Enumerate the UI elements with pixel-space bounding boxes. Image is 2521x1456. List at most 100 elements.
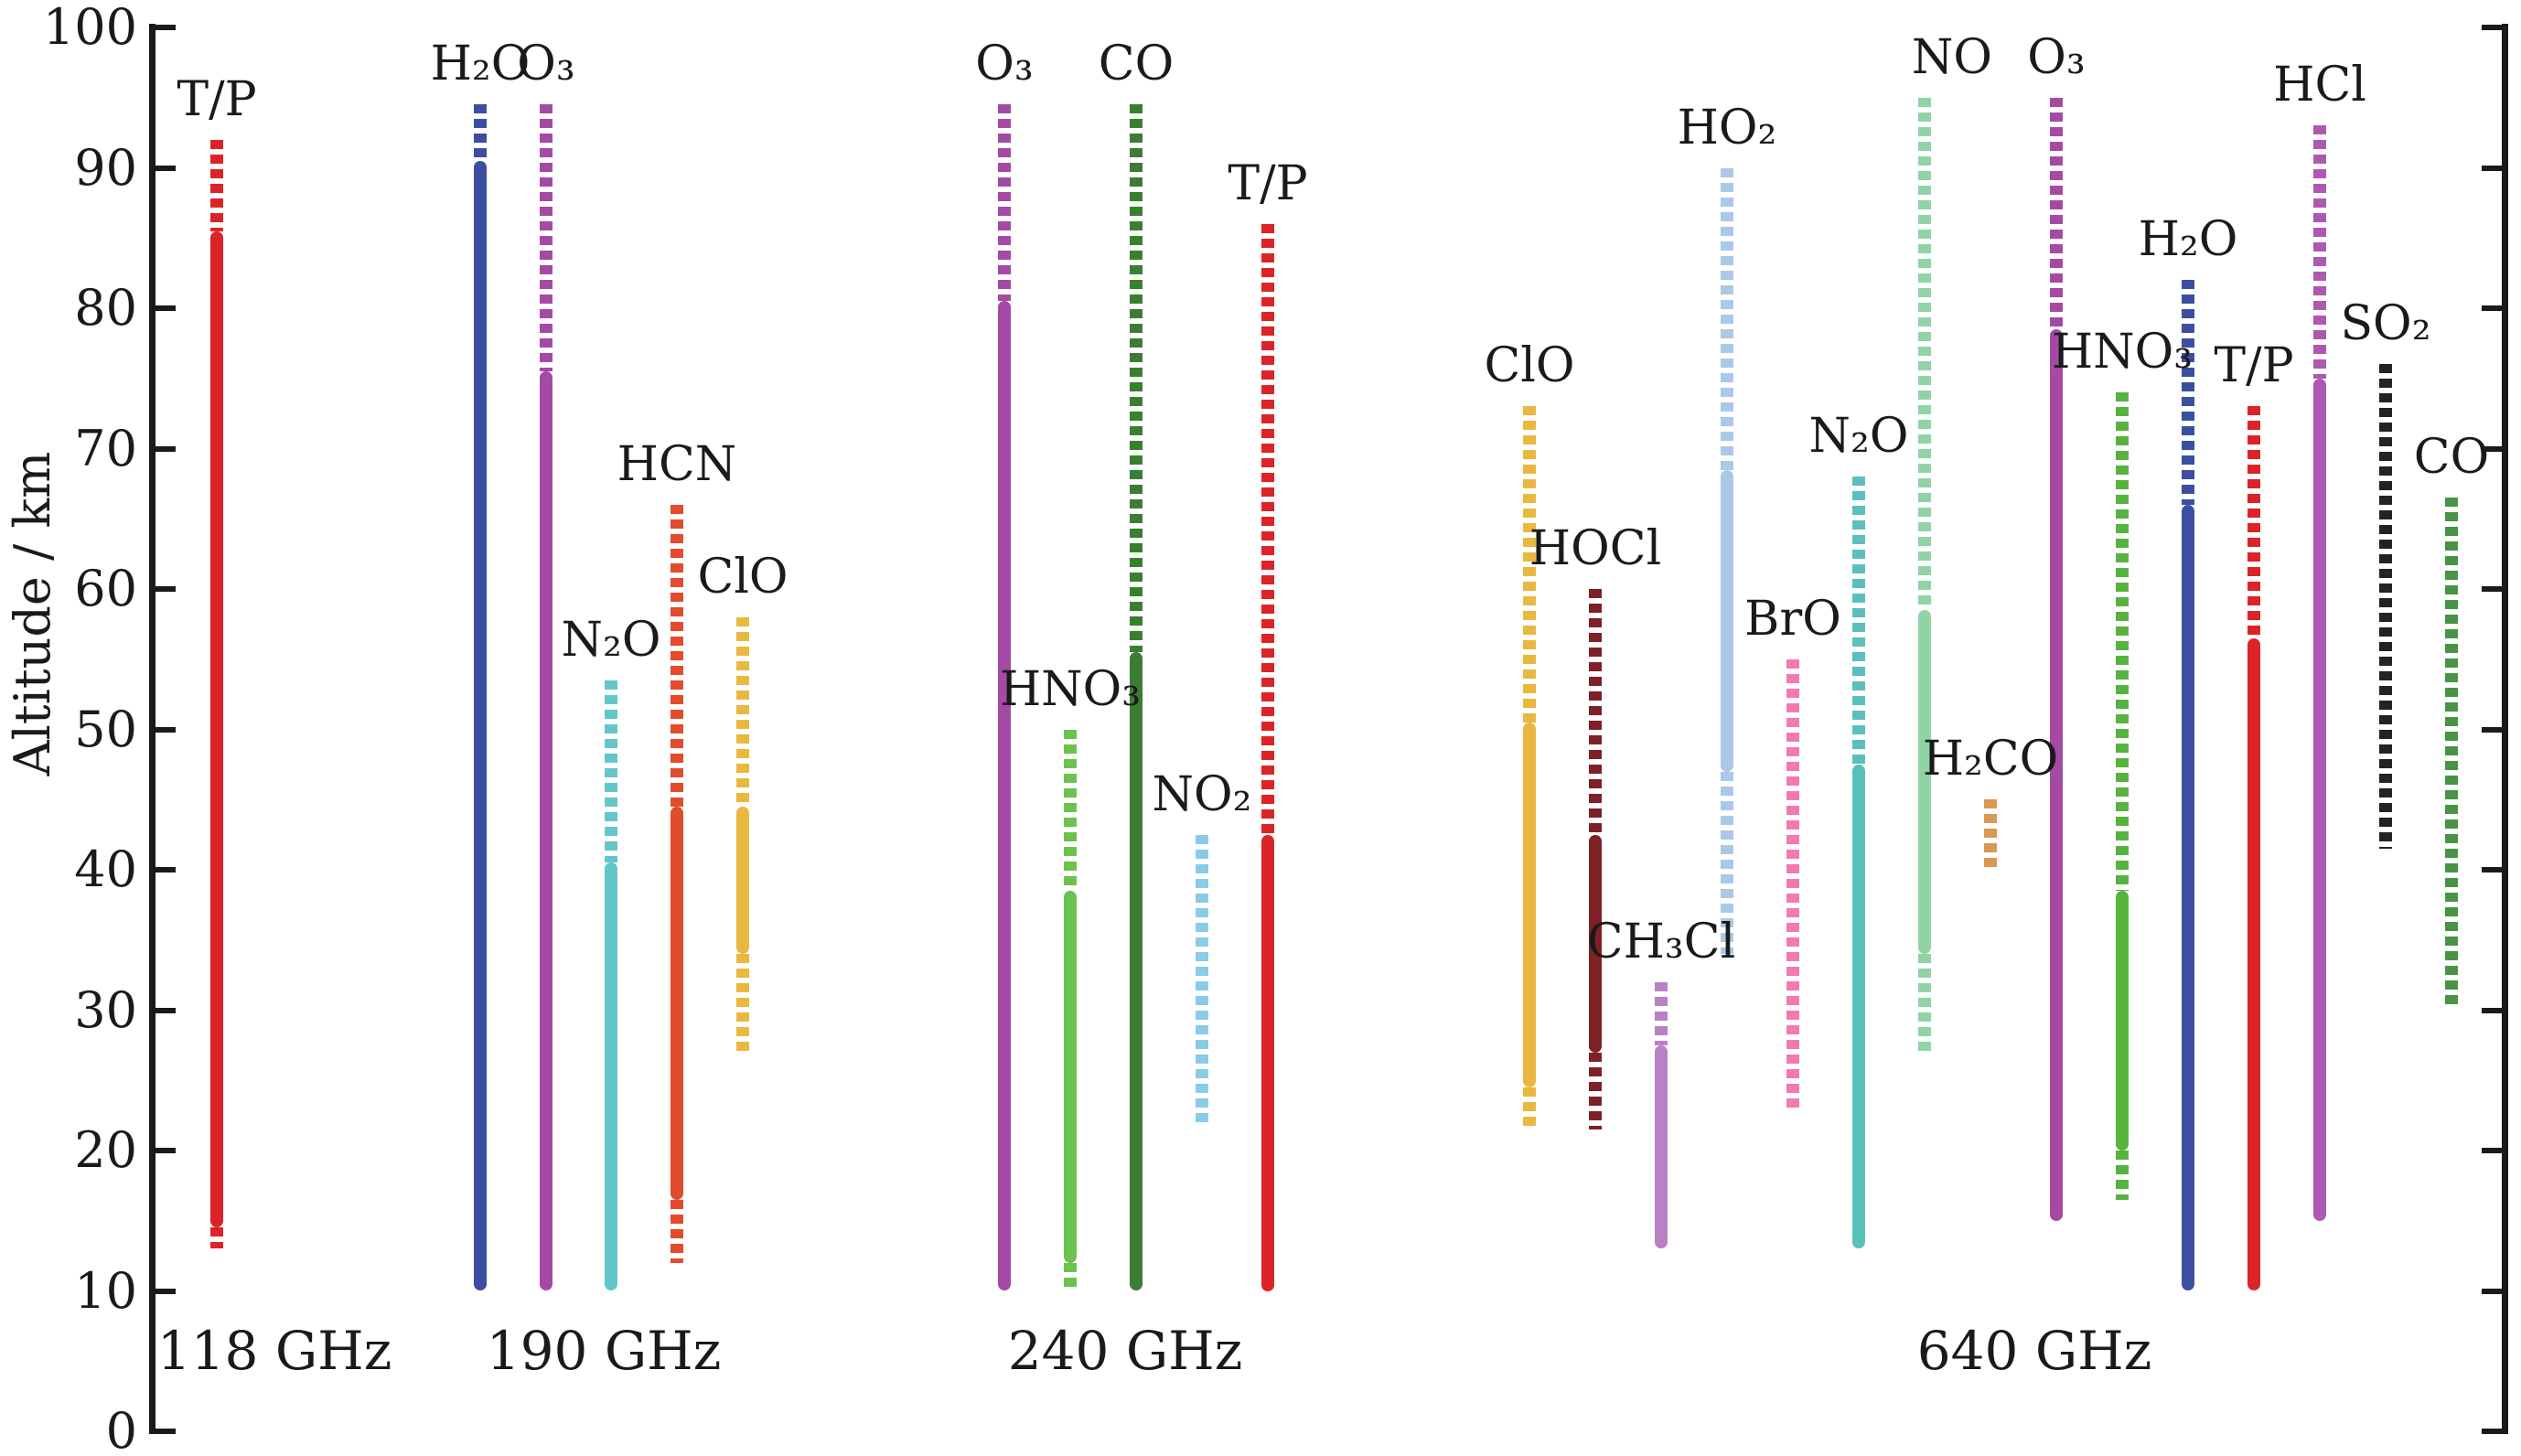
y-axis-tick-right-60 <box>2482 586 2502 592</box>
y-axis-tick-right-40 <box>2482 867 2502 873</box>
bar-240ghz-tp-solid-1 <box>1261 834 1274 1291</box>
y-axis-tick-right-50 <box>2482 726 2502 733</box>
bar-240ghz-tp-dashed-0 <box>1261 223 1274 835</box>
bar-640ghz-no-dashed-0 <box>1918 97 1931 611</box>
y-axis-tick-left-90 <box>156 165 176 171</box>
y-axis-tick-right-100 <box>2482 25 2502 30</box>
bar-640ghz-bro-dashed-0 <box>1786 658 1799 1108</box>
bar-640ghz-o3-dashed-0 <box>2050 97 2063 330</box>
bar-240ghz-hno3-dashed-0 <box>1064 729 1077 892</box>
bar-190ghz-h2o-solid-1 <box>474 160 487 1291</box>
bar-190ghz-o3-dashed-0 <box>540 104 552 372</box>
species-label-640ghz-co: CO <box>2413 430 2490 486</box>
species-label-190ghz-n2o: N₂O <box>561 612 661 668</box>
y-axis-tick-right-80 <box>2482 305 2502 311</box>
bar-640ghz-o3-solid-1 <box>2050 329 2063 1221</box>
species-label-640ghz-no: NO <box>1911 29 1993 85</box>
bar-640ghz-hno3-solid-1 <box>2116 891 2129 1151</box>
species-label-640ghz-ho2: HO₂ <box>1677 100 1777 155</box>
bar-240ghz-o3-solid-1 <box>998 301 1011 1291</box>
species-label-240ghz-co: CO <box>1098 37 1175 92</box>
species-label-240ghz-no2: NO₂ <box>1152 766 1252 822</box>
bar-640ghz-h2co-dashed-0 <box>1984 799 1997 870</box>
y-axis-tick-left-100 <box>156 25 176 30</box>
bar-190ghz-hcn-dashed-2 <box>670 1199 683 1263</box>
bar-190ghz-n2o-dashed-0 <box>605 680 617 863</box>
bar-118ghz-tp-dashed-0 <box>210 139 223 231</box>
bar-640ghz-hocl-dashed-2 <box>1589 1052 1602 1129</box>
bar-640ghz-so2-dashed-0 <box>2379 364 2392 849</box>
species-label-190ghz-h2o: H₂O <box>430 37 531 92</box>
y-axis-tick-left-10 <box>156 1288 176 1294</box>
bar-640ghz-tp-dashed-0 <box>2247 406 2260 638</box>
species-label-640ghz-h2o: H₂O <box>2138 212 2238 268</box>
bar-240ghz-no2-dashed-0 <box>1196 834 1208 1123</box>
y-axis-tick-label-100: 100 <box>42 0 137 56</box>
species-label-240ghz-hno3: HNO₃ <box>999 661 1142 717</box>
bar-640ghz-h2o-solid-1 <box>2182 504 2194 1291</box>
y-axis-tick-label-20: 20 <box>74 1121 137 1179</box>
bar-190ghz-hcn-dashed-0 <box>670 504 683 807</box>
species-label-640ghz-hcl: HCl <box>2273 58 2366 113</box>
y-axis-tick-right-0 <box>2482 1429 2502 1434</box>
species-label-240ghz-tp: T/P <box>1228 155 1308 211</box>
bar-190ghz-h2o-dashed-0 <box>474 104 487 161</box>
bar-640ghz-ho2-solid-1 <box>1721 469 1733 772</box>
species-label-640ghz-o3: O₃ <box>2027 29 2086 85</box>
species-label-640ghz-clo: ClO <box>1484 338 1575 394</box>
bar-190ghz-n2o-solid-1 <box>605 862 617 1291</box>
y-axis-tick-label-70: 70 <box>74 419 137 477</box>
y-axis-tick-right-20 <box>2482 1148 2502 1153</box>
y-axis-tick-label-50: 50 <box>74 700 137 758</box>
bar-640ghz-hocl-dashed-0 <box>1589 589 1602 835</box>
y-axis-tick-label-80: 80 <box>74 279 137 337</box>
y-axis-tick-right-30 <box>2482 1007 2502 1013</box>
y-axis-left-line <box>149 24 156 1434</box>
bar-640ghz-clo-dashed-2 <box>1523 1087 1536 1129</box>
y-axis-tick-label-40: 40 <box>74 840 137 898</box>
y-axis-tick-label-90: 90 <box>74 138 137 197</box>
bar-240ghz-hno3-dashed-2 <box>1064 1262 1077 1291</box>
species-label-190ghz-hcn: HCN <box>617 436 737 492</box>
y-axis-tick-right-90 <box>2482 165 2502 171</box>
y-axis-tick-right-10 <box>2482 1288 2502 1294</box>
bar-190ghz-clo-dashed-2 <box>736 954 749 1053</box>
y-axis-tick-left-80 <box>156 305 176 311</box>
species-label-640ghz-h2co: H₂CO <box>1922 732 2059 787</box>
bar-640ghz-ho2-dashed-0 <box>1721 167 1733 470</box>
bar-190ghz-hcn-solid-1 <box>670 806 683 1200</box>
species-label-640ghz-so2: SO₂ <box>2340 296 2431 352</box>
bar-640ghz-no-solid-1 <box>1918 610 1931 955</box>
y-axis-tick-label-30: 30 <box>74 980 137 1039</box>
y-axis-tick-label-60: 60 <box>74 560 137 617</box>
bar-240ghz-hno3-solid-1 <box>1064 891 1077 1263</box>
y-axis-tick-left-30 <box>156 1007 176 1013</box>
y-axis-right-line <box>2502 24 2508 1434</box>
band-label-640ghz: 640 GHz <box>1916 1320 2152 1382</box>
bar-640ghz-hno3-dashed-0 <box>2116 392 2129 892</box>
bar-118ghz-tp-dashed-2 <box>210 1227 223 1249</box>
y-axis-tick-left-60 <box>156 586 176 592</box>
bar-640ghz-n2o-dashed-0 <box>1852 476 1865 765</box>
bar-640ghz-hocl-solid-1 <box>1589 834 1602 1053</box>
y-axis-tick-right-70 <box>2482 445 2502 452</box>
bar-640ghz-hcl-solid-1 <box>2313 378 2326 1221</box>
species-label-190ghz-clo: ClO <box>697 549 788 605</box>
species-label-240ghz-o3: O₃ <box>975 37 1034 92</box>
species-label-190ghz-o3: O₃ <box>517 37 575 92</box>
species-label-640ghz-n2o: N₂O <box>1808 409 1909 465</box>
bar-640ghz-ch3cl-dashed-0 <box>1655 981 1668 1045</box>
bar-640ghz-co-dashed-0 <box>2445 498 2458 1011</box>
bar-118ghz-tp-solid-1 <box>210 230 223 1228</box>
y-axis-tick-left-70 <box>156 445 176 452</box>
bar-640ghz-no-dashed-2 <box>1918 954 1931 1053</box>
species-label-640ghz-tp: T/P <box>2214 338 2294 394</box>
species-label-640ghz-hno3: HNO₃ <box>2051 325 2194 380</box>
bar-640ghz-h2o-dashed-0 <box>2182 280 2194 505</box>
y-axis-tick-left-40 <box>156 867 176 873</box>
y-axis-tick-left-0 <box>156 1429 176 1434</box>
y-axis-tick-left-20 <box>156 1148 176 1153</box>
bar-190ghz-o3-solid-1 <box>540 371 552 1291</box>
species-label-640ghz-hocl: HOCl <box>1529 521 1662 576</box>
